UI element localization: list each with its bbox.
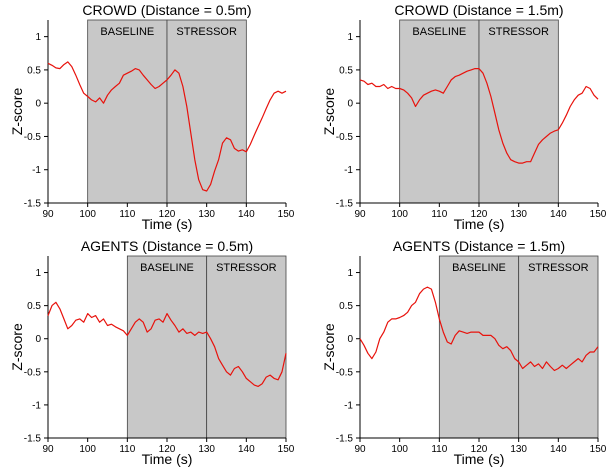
y-tick-label: 0 — [35, 99, 41, 110]
x-tick-label: 120 — [471, 444, 488, 455]
region-label-baseline: BASELINE — [452, 262, 506, 274]
region-label-baseline: BASELINE — [100, 26, 154, 38]
x-tick-label: 110 — [431, 209, 447, 220]
x-tick-label: 140 — [550, 444, 567, 455]
x-tick-label: 130 — [198, 209, 215, 220]
series-line-1 — [359, 67, 599, 164]
y-tick-label: 0 — [347, 99, 353, 110]
region-band-stressor — [478, 19, 559, 204]
x-tick-label: 140 — [238, 209, 255, 220]
y-tick-label: -0.5 — [24, 132, 42, 143]
region-label-stressor: STRESSOR — [216, 262, 277, 274]
x-tick-label: 90 — [42, 209, 54, 220]
chart-panel-3: BASELINE STRESSOR 90 100 110 120 130 140 150 -1.5… — [9, 238, 295, 467]
y-tick-label: -1 — [32, 165, 41, 176]
y-tick-label: -1.5 — [24, 199, 42, 210]
chart-panel-1: BASELINE STRESSOR 90 100 110 120 130 140 150 -1.5… — [9, 2, 295, 232]
x-tick-label: 120 — [471, 209, 488, 220]
x-tick-label: 120 — [159, 444, 176, 455]
y-axis-label: Z-score — [9, 323, 25, 371]
region-label-stressor: STRESSOR — [528, 262, 589, 274]
x-axis-label: Time (s) — [454, 451, 505, 467]
y-tick-label: -1.5 — [24, 434, 42, 445]
x-tick-label: 90 — [354, 444, 366, 455]
y-tick-label: -1 — [344, 165, 353, 176]
y-tick-label: -0.5 — [336, 132, 354, 143]
y-tick-label: -0.5 — [24, 367, 42, 378]
region-label-stressor: STRESSOR — [488, 26, 549, 38]
x-tick-label: 100 — [391, 209, 408, 220]
series-line-1 — [359, 286, 599, 372]
x-tick-label: 100 — [79, 444, 96, 455]
x-tick-label: 150 — [278, 444, 295, 455]
y-tick-label: -1 — [32, 400, 41, 411]
chart-panel-2: BASELINE STRESSOR 90 100 110 120 130 140 150 -1.5… — [321, 2, 607, 232]
chart-panel-4: BASELINE STRESSOR 90 100 110 120 130 140 150 -1.5… — [321, 238, 607, 467]
x-tick-label: 100 — [391, 444, 408, 455]
y-tick-label: -1.5 — [336, 199, 354, 210]
region-label-baseline: BASELINE — [412, 26, 466, 38]
y-tick-label: 0 — [35, 334, 41, 345]
region-band-baseline — [87, 19, 168, 204]
y-tick-label: -1 — [344, 400, 353, 411]
x-tick-label: 110 — [119, 444, 135, 455]
x-tick-label: 110 — [431, 444, 447, 455]
series-line-1 — [47, 301, 287, 387]
x-tick-label: 130 — [510, 444, 527, 455]
x-tick-label: 90 — [354, 209, 366, 220]
x-tick-label: 120 — [159, 209, 176, 220]
region-label-baseline: BASELINE — [140, 262, 194, 274]
x-tick-label: 130 — [198, 444, 215, 455]
region-band-baseline — [126, 255, 208, 439]
series-line-1 — [47, 61, 287, 192]
y-tick-label: -0.5 — [336, 367, 354, 378]
y-tick-label: 1 — [347, 32, 353, 43]
region-band-baseline — [399, 19, 480, 204]
chart-title: AGENTS (Distance = 0.5m) — [81, 238, 253, 254]
y-tick-label: 0.5 — [339, 301, 353, 312]
x-tick-label: 100 — [79, 209, 96, 220]
x-tick-label: 150 — [278, 209, 295, 220]
x-axis-label: Time (s) — [142, 451, 193, 467]
y-tick-label: 0.5 — [27, 65, 41, 76]
y-axis-label: Z-score — [321, 323, 337, 371]
x-tick-label: 140 — [550, 209, 567, 220]
y-axis-label: Z-score — [321, 88, 337, 136]
chart-title: AGENTS (Distance = 1.5m) — [393, 238, 565, 254]
region-label-stressor: STRESSOR — [176, 26, 237, 38]
y-tick-label: 0.5 — [339, 65, 353, 76]
y-tick-label: 0 — [347, 334, 353, 345]
region-band-stressor — [518, 255, 599, 439]
y-tick-label: 1 — [35, 32, 41, 43]
y-axis-label: Z-score — [9, 88, 25, 136]
region-band-stressor — [206, 255, 287, 439]
y-tick-label: -1.5 — [336, 434, 354, 445]
x-axis-label: Time (s) — [142, 216, 193, 232]
chart-title: CROWD (Distance = 0.5m) — [82, 2, 251, 18]
x-tick-label: 140 — [238, 444, 255, 455]
x-tick-label: 150 — [590, 444, 607, 455]
chart-title: CROWD (Distance = 1.5m) — [394, 2, 563, 18]
x-tick-label: 90 — [42, 444, 54, 455]
x-axis-label: Time (s) — [454, 216, 505, 232]
x-tick-label: 110 — [119, 209, 135, 220]
region-band-stressor — [166, 19, 247, 204]
x-tick-label: 130 — [510, 209, 527, 220]
x-tick-label: 150 — [590, 209, 607, 220]
y-tick-label: 1 — [35, 268, 41, 279]
y-tick-label: 0.5 — [27, 301, 41, 312]
y-tick-label: 1 — [347, 268, 353, 279]
